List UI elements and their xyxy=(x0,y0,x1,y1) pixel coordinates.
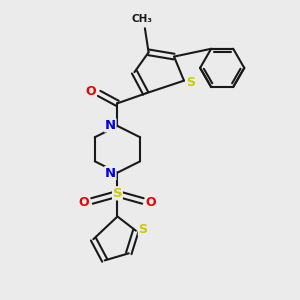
Text: N: N xyxy=(105,167,116,180)
Text: N: N xyxy=(105,119,116,132)
Text: S: S xyxy=(138,223,147,236)
Text: S: S xyxy=(186,76,195,88)
Text: S: S xyxy=(112,187,122,200)
Text: O: O xyxy=(79,196,89,209)
Text: O: O xyxy=(146,196,156,209)
Text: CH₃: CH₃ xyxy=(131,14,152,24)
Text: O: O xyxy=(86,85,96,98)
